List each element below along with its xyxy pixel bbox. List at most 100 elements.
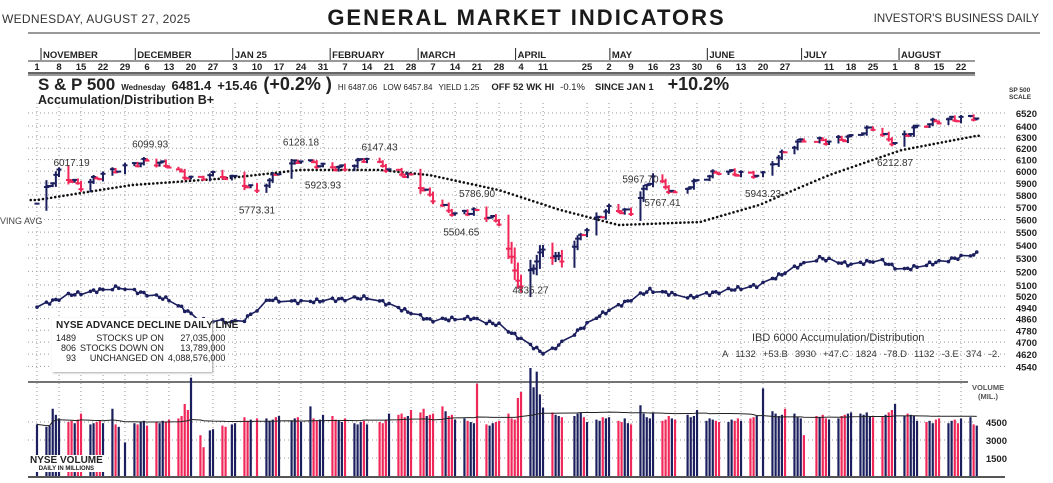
advance-decline-point [924, 263, 929, 268]
advance-decline-point [308, 299, 313, 304]
moving-average-dot [867, 160, 870, 163]
nyse-volume-label: NYSE VOLUME DAILY IN MILLIONS [28, 455, 105, 472]
day-tick-label: 1 [34, 62, 40, 73]
moving-average-dot [952, 138, 956, 142]
advance-decline-point [142, 290, 146, 295]
moving-average-dot [936, 141, 940, 145]
advance-decline-point [377, 299, 382, 303]
moving-average-dot [846, 167, 850, 170]
moving-average-dot [679, 221, 682, 225]
advance-decline-point [934, 260, 938, 265]
volume-axis-tick: 1500 [986, 454, 1007, 465]
ibd6000-item: 374 [965, 349, 982, 360]
ibd6000-item: -2. [988, 349, 1000, 360]
off-high-label: OFF 52 WK HI [491, 82, 555, 93]
moving-average-dot [119, 185, 122, 189]
day-tick-label: 24 [296, 62, 307, 73]
moving-average-dot [830, 172, 833, 176]
advance-decline-point [550, 346, 555, 350]
day-tick-label: 13 [736, 62, 747, 73]
advance-decline-point [182, 309, 187, 314]
advance-decline-point [311, 300, 316, 305]
moving-average-dot [634, 223, 637, 226]
moving-average-dot [585, 215, 588, 218]
since-jan-value: +10.2% [667, 74, 730, 94]
advance-decline-point [704, 291, 709, 295]
moving-average-dot [151, 182, 155, 185]
advance-decline-point [274, 296, 278, 301]
advance-decline-point [314, 297, 319, 302]
day-tick-label: 28 [406, 62, 417, 73]
month-label: JUNE [709, 50, 734, 61]
advance-decline-point [846, 263, 850, 268]
day-tick-label: 25 [582, 62, 593, 73]
nyse-volume-subtitle: DAILY IN MILLIONS [38, 466, 95, 472]
advance-decline-point [330, 296, 335, 301]
advance-decline-point [692, 296, 696, 300]
moving-average-dot [834, 171, 837, 175]
price-annotation: 6017.19 [53, 158, 90, 169]
moving-average-dot [438, 175, 441, 179]
advance-decline-point [54, 297, 58, 302]
month-label: MARCH [420, 50, 455, 61]
moving-average-dot [442, 176, 445, 180]
moving-average-dot [258, 173, 261, 176]
advance-decline-point [154, 293, 159, 297]
moving-average-dot [164, 181, 167, 184]
advance-decline-point [534, 345, 539, 350]
day-tick-label: 7 [430, 62, 435, 73]
advance-decline-point [842, 260, 847, 264]
moving-average-dot [691, 220, 694, 224]
advance-decline-point [773, 276, 778, 281]
nyse-volume-title: NYSE VOLUME [30, 455, 103, 466]
advance-decline-point [660, 289, 665, 294]
advance-decline-point [355, 296, 360, 301]
advance-decline-point [626, 299, 630, 303]
moving-average-dot [139, 183, 143, 186]
day-tick-label: 9 [628, 62, 633, 73]
advance-decline-point [575, 328, 580, 332]
moving-average-dot [446, 177, 449, 181]
price-axis-tick: 5300 [1016, 254, 1037, 265]
advance-decline-point [69, 293, 74, 298]
advance-decline-point [949, 256, 954, 260]
advance-decline-point [176, 304, 181, 308]
ibd6000-item: 1132 [735, 349, 756, 360]
advance-decline-point [402, 307, 407, 311]
day-tick-label: 22 [98, 62, 109, 73]
advance-decline-point [783, 271, 787, 276]
moving-average-dot [192, 179, 196, 182]
moving-average-dot [315, 168, 319, 172]
moving-average-dot [932, 142, 935, 146]
moving-average-dot [752, 205, 756, 208]
moving-average-dot [826, 174, 829, 178]
advance-decline-point [516, 336, 520, 341]
moving-average-dot [511, 193, 515, 196]
moving-average-dot [781, 193, 784, 197]
moving-average-dot [245, 174, 249, 178]
day-tick-label: 20 [186, 62, 197, 73]
moving-average-dot [838, 170, 842, 173]
accumulation-distribution-rating: Accumulation/Distribution B+ [38, 93, 215, 107]
ibd6000-item: -3.E [941, 349, 959, 360]
moving-average-dot [450, 178, 453, 182]
day-tick-label: 18 [846, 62, 857, 73]
price-axis-tick: 5700 [1016, 203, 1037, 214]
header-source: INVESTOR'S BUSINESS DAILY [873, 13, 1039, 25]
advance-decline-point [387, 301, 391, 306]
moving-average-dot [421, 173, 425, 176]
moving-average-dot [544, 203, 547, 207]
moving-average-dot [965, 136, 968, 140]
price-axis-tick: 4940 [1016, 303, 1037, 314]
moving-average-dot [323, 168, 327, 172]
moving-average-dot [49, 196, 53, 200]
advance-decline-point [98, 287, 102, 291]
advance-decline-point [726, 286, 731, 291]
moving-average-dot [956, 138, 960, 141]
advance-decline-point [186, 309, 190, 313]
moving-average-dot [180, 180, 184, 183]
advance-decline-point [468, 317, 473, 322]
advance-decline-point [418, 312, 423, 317]
advance-decline-point [959, 253, 963, 258]
